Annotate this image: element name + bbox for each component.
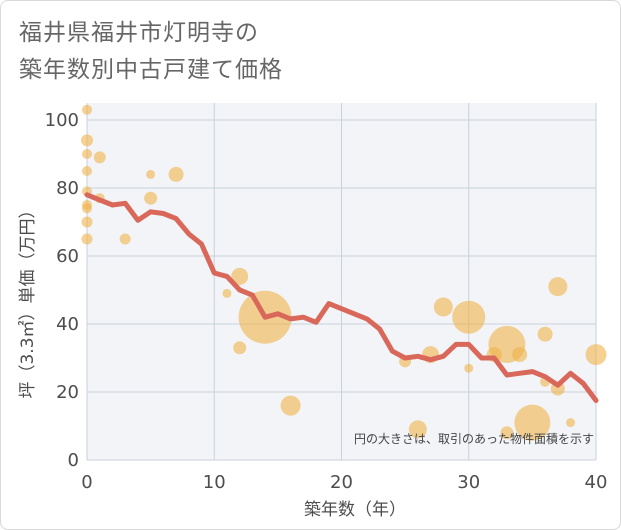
data-bubble [233, 341, 247, 355]
y-axis-label: 坪（3.3㎡）単価（万円） [18, 201, 38, 398]
data-bubble [408, 420, 427, 439]
data-bubble [452, 300, 486, 334]
x-tick-label: 0 [81, 472, 92, 493]
data-bubble [82, 166, 92, 176]
data-bubble [146, 169, 156, 179]
data-bubble [548, 277, 568, 297]
data-bubble [514, 404, 551, 441]
data-bubble [537, 326, 553, 342]
trend-line [84, 192, 599, 403]
data-bubble [566, 418, 576, 428]
data-bubble [81, 216, 93, 228]
y-tick-labels: 0 20 40 60 80 100 [45, 110, 79, 471]
data-bubble [433, 297, 453, 317]
data-bubble [464, 363, 474, 373]
data-bubble [168, 166, 184, 182]
data-bubble [231, 267, 249, 285]
size-legend-note: 円の大きさは、取引のあった物件面積を示す [354, 431, 594, 446]
data-bubble [81, 134, 93, 147]
x-axis-label: 築年数（年） [304, 500, 406, 520]
grid-lines [86, 103, 597, 461]
y-tick-label: 60 [56, 246, 79, 267]
data-bubble [82, 104, 92, 115]
data-bubble [512, 347, 528, 363]
chart-title-line-2: 築年数別中古戸建て価格 [19, 57, 283, 83]
y-tick-label: 100 [45, 110, 79, 131]
x-tick-label: 10 [203, 472, 226, 493]
x-tick-labels: 0 10 20 30 40 [81, 472, 607, 493]
data-bubble [82, 203, 92, 214]
chart-title-line-1: 福井県福井市灯明寺の [19, 20, 259, 46]
data-bubble [82, 149, 92, 159]
data-bubble [93, 151, 106, 164]
x-tick-label: 40 [585, 472, 608, 493]
data-bubble [280, 395, 301, 416]
data-bubble [119, 233, 131, 245]
y-tick-label: 40 [56, 314, 79, 335]
y-tick-label: 20 [56, 382, 79, 403]
data-bubble [81, 233, 93, 245]
y-tick-label: 80 [56, 178, 79, 199]
data-bubble [500, 426, 514, 440]
x-tick-label: 30 [457, 472, 480, 493]
data-bubble [585, 344, 607, 366]
data-bubble [222, 288, 232, 298]
data-bubble [144, 191, 158, 205]
bubble-series [81, 104, 607, 441]
y-tick-label: 0 [68, 450, 79, 471]
x-tick-label: 20 [330, 472, 353, 493]
